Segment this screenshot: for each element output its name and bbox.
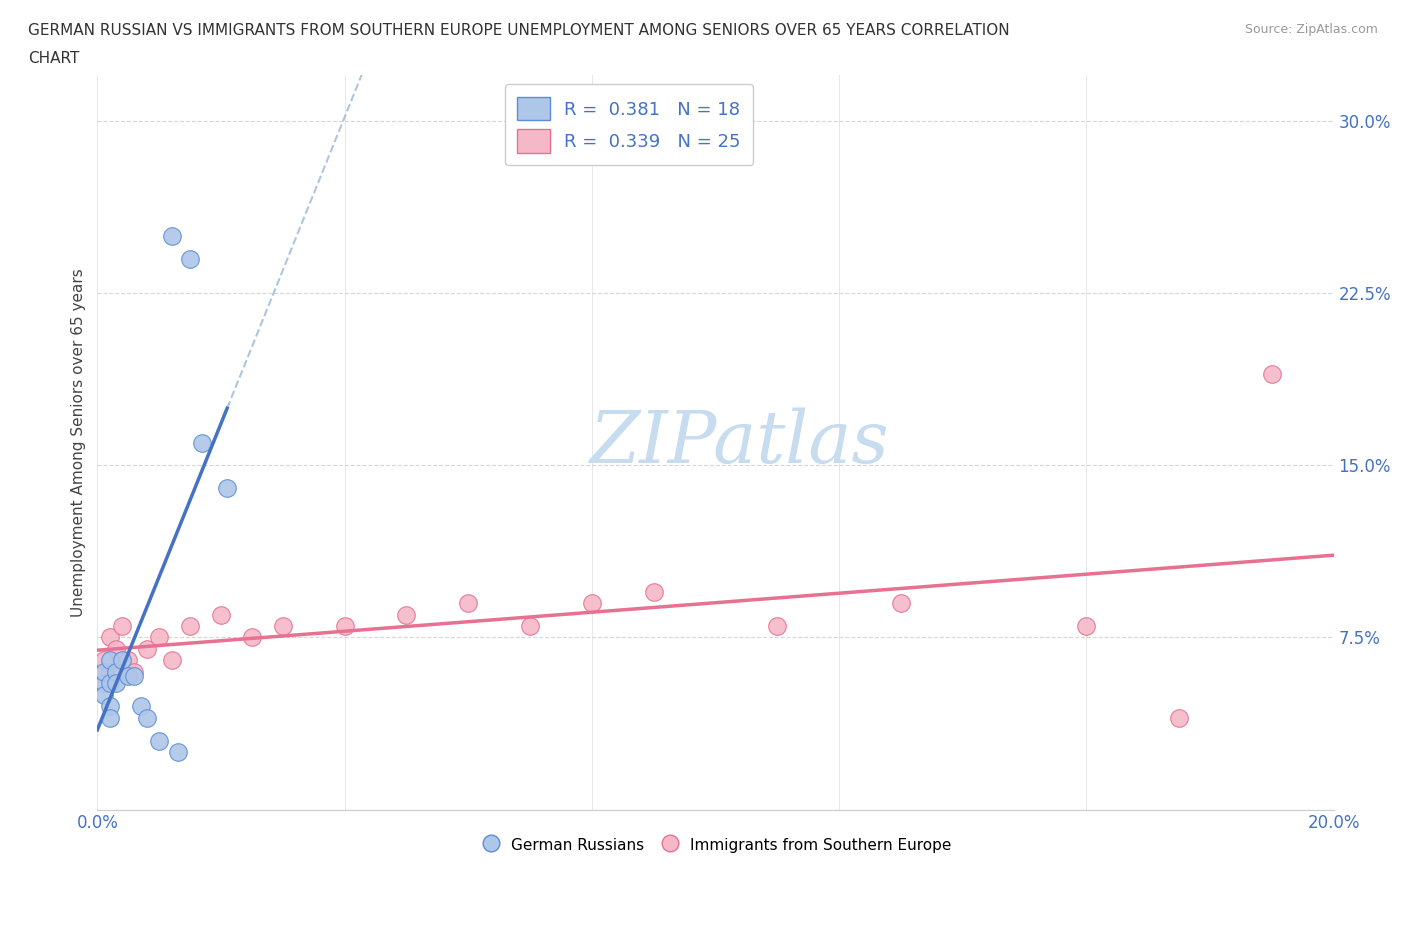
Point: [111, 653, 134, 668]
Point: [98, 698, 121, 713]
Text: GERMAN RUSSIAN VS IMMIGRANTS FROM SOUTHERN EUROPE UNEMPLOYMENT AMONG SENIORS OVE: GERMAN RUSSIAN VS IMMIGRANTS FROM SOUTHE…: [28, 23, 1010, 38]
Point: [148, 733, 170, 748]
Point: [111, 618, 134, 633]
Point: [124, 664, 146, 679]
Point: [98, 653, 121, 668]
Point: [98, 676, 121, 691]
Point: [209, 607, 232, 622]
Point: [179, 251, 201, 266]
Point: [766, 618, 789, 633]
Point: [519, 618, 541, 633]
Point: [240, 630, 263, 644]
Point: [643, 584, 665, 599]
Point: [1076, 618, 1098, 633]
Y-axis label: Unemployment Among Seniors over 65 years: Unemployment Among Seniors over 65 years: [72, 268, 86, 617]
Point: [217, 481, 239, 496]
Point: [160, 229, 183, 244]
Point: [104, 642, 127, 657]
Point: [93, 653, 115, 668]
Point: [117, 653, 139, 668]
Point: [148, 630, 170, 644]
Point: [104, 664, 127, 679]
Point: [160, 653, 183, 668]
Point: [581, 595, 603, 610]
Point: [98, 630, 121, 644]
Point: [457, 595, 479, 610]
Point: [93, 676, 115, 691]
Point: [104, 676, 127, 691]
Text: ZIPatlas: ZIPatlas: [591, 407, 890, 478]
Point: [333, 618, 356, 633]
Point: [179, 618, 201, 633]
Point: [271, 618, 294, 633]
Point: [98, 664, 121, 679]
Point: [1168, 711, 1191, 725]
Point: [135, 711, 157, 725]
Point: [93, 664, 115, 679]
Point: [124, 669, 146, 684]
Point: [395, 607, 418, 622]
Text: Source: ZipAtlas.com: Source: ZipAtlas.com: [1244, 23, 1378, 36]
Text: CHART: CHART: [28, 51, 80, 66]
Point: [191, 435, 214, 450]
Point: [129, 698, 152, 713]
Point: [93, 687, 115, 702]
Point: [98, 711, 121, 725]
Point: [166, 745, 188, 760]
Point: [117, 669, 139, 684]
Point: [135, 642, 157, 657]
Legend: German Russians, Immigrants from Southern Europe: German Russians, Immigrants from Souther…: [474, 830, 957, 860]
Point: [1260, 366, 1282, 381]
Point: [890, 595, 912, 610]
